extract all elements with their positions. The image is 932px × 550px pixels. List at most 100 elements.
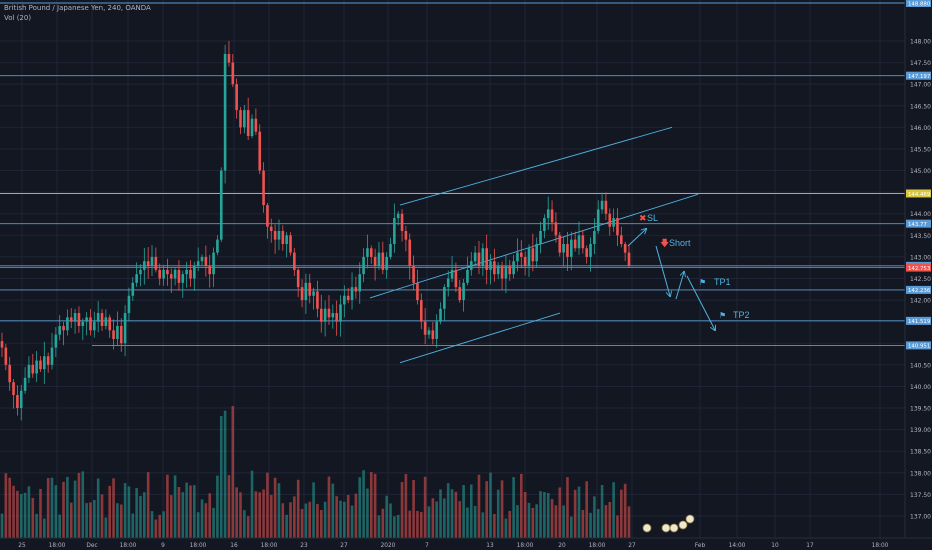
- tp2-flag-icon[interactable]: ⚑: [719, 311, 726, 320]
- time-tick-label: 18:00: [49, 543, 66, 549]
- price-level-tag-text[interactable]: 142.236: [908, 288, 931, 294]
- price-level-tag-text[interactable]: 143.77: [908, 222, 927, 228]
- trade-annotations[interactable]: ✖ SL 🡇 Short ⚑ TP1 ⚑ TP2: [639, 213, 750, 320]
- channel-lower-line[interactable]: [369, 193, 699, 299]
- candle-body: [612, 218, 615, 227]
- volume-bar: [312, 482, 315, 538]
- volume-bar: [85, 503, 88, 538]
- candle-body: [212, 252, 215, 275]
- event-marker-icon[interactable]: [685, 514, 695, 524]
- price-level-tag[interactable]: [906, 316, 931, 325]
- trend-channel[interactable]: [369, 126, 699, 364]
- candle-body: [343, 295, 346, 305]
- candle-body: [504, 265, 508, 279]
- candle-body: [566, 243, 569, 257]
- price-level-tag-text[interactable]: 140.951: [908, 344, 930, 350]
- event-marker-icon[interactable]: [642, 523, 652, 533]
- projection-arrow[interactable]: [675, 272, 684, 300]
- volume-bar: [169, 495, 173, 538]
- event-marker-icon[interactable]: [669, 523, 679, 533]
- candle-body: [200, 256, 204, 262]
- time-tick-label: 18:00: [589, 543, 606, 549]
- volume-bar: [308, 501, 312, 538]
- candle-body: [139, 269, 142, 275]
- candle-body: [489, 261, 492, 270]
- volume-bar: [616, 515, 619, 538]
- volume-bar: [381, 508, 385, 538]
- candle-body: [93, 321, 96, 331]
- candle-body: [539, 231, 542, 244]
- time-tick-label: Feb: [695, 543, 706, 549]
- candle-body: [358, 274, 362, 292]
- price-axis-panel: [905, 0, 932, 550]
- volume-bar: [246, 516, 250, 538]
- time-tick-label: 18:00: [517, 543, 534, 549]
- projection-arrows[interactable]: [627, 229, 715, 330]
- channel-upper-line[interactable]: [399, 126, 673, 206]
- candle-body: [319, 308, 323, 322]
- price-level-tag[interactable]: [906, 219, 931, 228]
- volume-bar: [623, 483, 627, 538]
- candle-body: [169, 274, 173, 279]
- event-marker-icon[interactable]: [661, 523, 671, 533]
- volume-bar: [62, 481, 65, 538]
- volume-bar: [562, 505, 565, 538]
- price-level-tag[interactable]: [906, 285, 931, 294]
- event-icons[interactable]: [642, 514, 695, 533]
- price-tick-label: 138.50: [910, 449, 931, 456]
- short-arrow-icon[interactable]: 🡇: [660, 239, 669, 249]
- volume-bar: [612, 482, 615, 538]
- price-level-tag[interactable]: [906, 263, 931, 272]
- tp1-flag-icon[interactable]: ⚑: [699, 278, 706, 287]
- candle-body: [462, 282, 465, 301]
- horizontal-levels[interactable]: [0, 2, 905, 346]
- volume-bar: [608, 502, 612, 538]
- volume-bar: [200, 499, 204, 538]
- candle-body: [46, 356, 50, 365]
- candle-body: [443, 287, 446, 309]
- volume-bar: [443, 498, 446, 538]
- sl-marker-icon[interactable]: ✖: [639, 214, 647, 224]
- volume-bar: [108, 485, 112, 538]
- candle-body: [181, 274, 185, 283]
- volume-bar: [335, 496, 338, 538]
- candle-body: [316, 291, 319, 309]
- event-marker-icon[interactable]: [678, 520, 688, 530]
- price-level-tag-text[interactable]: 147.197: [908, 74, 930, 80]
- candle-body: [123, 313, 127, 344]
- candle-body: [508, 265, 512, 275]
- price-level-tag[interactable]: [906, 71, 931, 80]
- volume-bar: [481, 512, 485, 538]
- volume-bar: [96, 478, 100, 538]
- candle-body: [404, 231, 408, 240]
- candle-body: [50, 347, 54, 365]
- candle-body: [250, 118, 254, 136]
- candle-body: [308, 282, 312, 296]
- volume-bar: [431, 498, 435, 538]
- candle-body: [227, 53, 231, 63]
- volume-bar: [535, 504, 538, 538]
- volume-bar: [227, 475, 231, 538]
- candle-body: [296, 269, 300, 288]
- price-level-tag[interactable]: [906, 341, 931, 350]
- price-level-tag-text[interactable]: 148.880: [908, 1, 931, 7]
- projection-arrow[interactable]: [686, 275, 715, 330]
- projection-arrow[interactable]: [655, 245, 670, 296]
- projection-arrow[interactable]: [627, 229, 646, 247]
- channel-base-line[interactable]: [399, 312, 561, 364]
- candle-body: [246, 110, 250, 136]
- price-level-tag-text[interactable]: 141.519: [908, 319, 931, 325]
- volume-bar: [16, 490, 19, 538]
- price-level-tag[interactable]: [906, 0, 931, 8]
- volume-bar: [316, 503, 319, 538]
- candle-body: [208, 265, 212, 275]
- volume-bar: [419, 512, 423, 538]
- price-level-tag-text[interactable]: 142.753: [908, 266, 930, 272]
- candle-body: [312, 291, 315, 296]
- price-level-tag-text[interactable]: 144.469: [908, 192, 931, 198]
- candle-body: [366, 248, 369, 257]
- price-level-tag[interactable]: [906, 189, 931, 198]
- price-tick-label: 146.00: [910, 125, 931, 132]
- volume-bar: [454, 491, 458, 538]
